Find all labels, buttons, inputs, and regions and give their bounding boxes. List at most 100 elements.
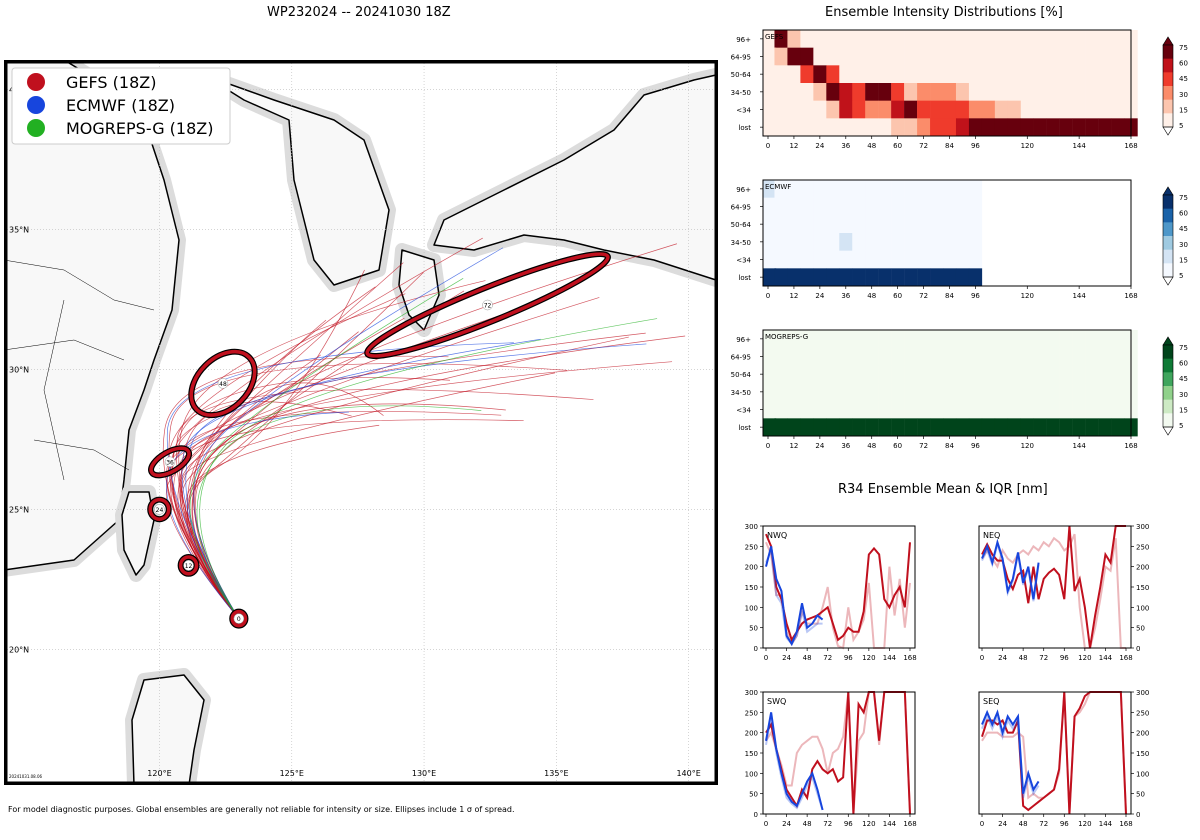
heat-cell: [968, 418, 983, 437]
heat-cell: [763, 30, 777, 49]
panel-background: [979, 692, 1131, 814]
mean-track-marker: [482, 299, 493, 311]
heat-cell: [994, 383, 1009, 402]
heat-cell: [1007, 383, 1022, 402]
y-tick-label: 300: [1136, 689, 1149, 697]
heat-cell: [800, 233, 814, 252]
member-track: [178, 280, 486, 619]
heat-cell: [981, 47, 996, 66]
y-category-label: 96+: [736, 336, 751, 344]
heat-cell: [763, 197, 777, 216]
heat-cell: [852, 30, 866, 49]
x-tick-label: 72: [1039, 654, 1048, 662]
heat-cell: [826, 47, 840, 66]
heat-cell: [1085, 365, 1099, 384]
heat-cell: [917, 118, 931, 137]
heat-cell: [943, 347, 957, 366]
heat-cell: [968, 197, 983, 216]
mean-track-marker: [154, 504, 165, 515]
heat-cell: [981, 65, 996, 84]
heat-cell: [891, 418, 905, 437]
heat-cell: [955, 250, 970, 269]
heat-cell: [1059, 118, 1073, 137]
heat-cell: [955, 347, 970, 366]
panel-background: [979, 526, 1131, 648]
heat-cell: [955, 100, 970, 119]
panel-model-label: GEFS: [765, 33, 784, 41]
heat-cell: [955, 30, 970, 49]
x-tick-label: 60: [893, 142, 902, 150]
heat-cell: [1033, 330, 1047, 349]
heat-cell: [1111, 330, 1125, 349]
heat-cell: [763, 330, 777, 349]
y-category-label: 50-64: [731, 371, 752, 379]
y-tick-label: 0: [754, 811, 758, 819]
heat-cell: [813, 347, 827, 366]
colorbar-segment: [1163, 372, 1173, 387]
heat-cell: [1007, 118, 1022, 137]
legend-label: MOGREPS-G (18Z): [66, 119, 213, 138]
y-category-label: lost: [738, 274, 751, 282]
heat-cell: [865, 400, 879, 419]
member-track: [199, 318, 658, 619]
heat-cell: [878, 83, 892, 102]
heat-cell: [1007, 400, 1022, 419]
y-tick-label: 100: [1136, 770, 1149, 778]
heat-cell: [878, 400, 892, 419]
colorbar-tick-label: 45: [1179, 75, 1188, 83]
heat-cell: [994, 65, 1009, 84]
legend-label: ECMWF (18Z): [66, 96, 175, 115]
heat-cell: [1085, 347, 1099, 366]
mean-line-ecmwf: [765, 712, 824, 811]
x-tick-label: 120: [1078, 654, 1091, 662]
heat-cell: [852, 100, 866, 119]
heat-cell: [1007, 347, 1022, 366]
heat-cell: [1059, 30, 1073, 49]
map-stamp: 20241031.08.06: [9, 774, 43, 779]
heat-cell: [839, 197, 853, 216]
x-tick-label: 12: [789, 142, 798, 150]
heat-cell: [774, 383, 788, 402]
x-tick-label: 48: [1019, 654, 1028, 662]
heat-cell: [1020, 365, 1034, 384]
heat-cell: [1007, 30, 1022, 49]
y-tick-label: 0: [1136, 811, 1140, 819]
mean-line-ecmwf: [981, 538, 1040, 600]
x-tick-label: 168: [1119, 654, 1132, 662]
member-track: [185, 343, 647, 619]
y-category-label: <34: [736, 107, 751, 115]
y-tick-label: 50: [1136, 791, 1145, 799]
heat-cell: [1033, 100, 1047, 119]
heat-cell: [774, 83, 788, 102]
x-tick-label: 144: [883, 820, 897, 828]
heat-cell: [1111, 83, 1125, 102]
heat-cell: [878, 330, 892, 349]
quadrant-label: NEQ: [983, 531, 1000, 540]
lat-label: 25°N: [9, 505, 29, 514]
heat-cell: [839, 268, 853, 287]
heat-cell: [865, 180, 879, 199]
heat-cell: [787, 383, 801, 402]
heat-cell: [763, 233, 777, 252]
mean-line-gefs: [981, 525, 1126, 649]
member-track: [186, 269, 365, 619]
diagnostic-panels: 96+ 64-95 50-64 34-50 <34 lost GEFS 0 12 24 36 48 60…: [731, 29, 1188, 828]
x-tick-label: 168: [1124, 442, 1137, 450]
heat-cell: [891, 83, 905, 102]
x-tick-label: 168: [1119, 820, 1132, 828]
x-tick-label: 168: [903, 654, 916, 662]
heat-cell: [917, 215, 931, 234]
colorbar-frame: [1162, 344, 1174, 428]
x-tick-label: 96: [844, 820, 853, 828]
heat-cell: [1072, 330, 1086, 349]
heat-cell: [774, 180, 788, 199]
colorbar-tick-label: 15: [1179, 106, 1188, 114]
colorbar-tick-label: 75: [1179, 344, 1188, 352]
heat-cell: [955, 180, 970, 199]
heat-cell: [813, 250, 827, 269]
heat-cell: [904, 365, 918, 384]
colorbar-segment: [1163, 413, 1173, 428]
heat-cell: [1059, 100, 1073, 119]
heat-cell: [1072, 383, 1086, 402]
heat-cell: [865, 233, 879, 252]
